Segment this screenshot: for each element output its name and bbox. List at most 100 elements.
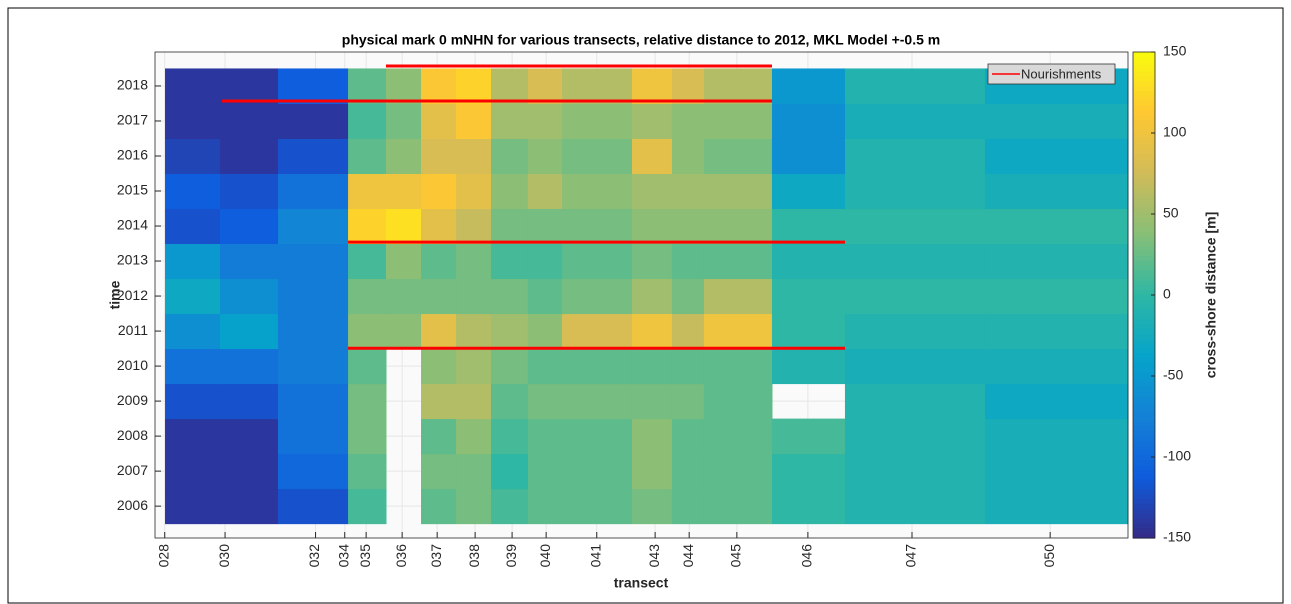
colorbar-swatch [1133,513,1155,520]
heatmap-cell [771,208,846,245]
heatmap-cell [527,103,563,139]
heatmap-cell [703,383,773,420]
colorbar-swatch [1133,100,1155,107]
heatmap-cell [631,453,673,490]
heatmap-cell [984,488,1129,525]
heatmap-cell [562,383,633,420]
heatmap-cell [562,68,633,104]
heatmap-cell [984,243,1129,280]
x-tick-label: 045 [728,544,744,568]
colorbar-swatch [1133,450,1155,456]
colorbar-swatch [1133,338,1155,345]
colorbar-swatch [1133,236,1155,243]
x-tick-label: 043 [646,544,662,568]
colorbar-swatch [1133,256,1155,262]
heatmap-cell [844,208,986,245]
heatmap-cell [490,418,529,455]
colorbar-swatch [1133,387,1155,393]
heatmap-cell [165,418,221,455]
heatmap-cell [421,418,457,455]
colorbar-swatch [1133,508,1155,515]
colorbar-swatch [1133,392,1155,398]
colorbar-swatch [1133,105,1155,111]
heatmap-cell [165,313,221,350]
colorbar-swatch [1133,144,1155,150]
heatmap-cell [671,173,705,210]
colorbar-swatch [1133,207,1155,213]
heatmap-cell [844,103,986,139]
heatmap-cell [703,173,773,210]
heatmap-cell [277,208,349,245]
colorbar-tick-label: 100 [1163,124,1187,140]
x-tick-label: 030 [216,544,232,568]
x-tick-label: 035 [357,544,373,568]
y-tick-label: 2017 [117,112,148,128]
colorbar-swatch [1133,120,1155,126]
colorbar-swatch [1133,163,1155,170]
y-tick-label: 2008 [117,427,148,443]
heatmap-cell [984,418,1129,455]
colorbar-swatch [1133,158,1155,165]
heatmap-cell [421,173,457,210]
colorbar-swatch [1133,489,1155,495]
heatmap-cell [456,488,492,525]
colorbar-swatch [1133,499,1155,505]
heatmap-cell [348,68,387,104]
colorbar-swatch [1133,178,1155,184]
heatmap-cell [631,208,673,245]
heatmap-cell [348,173,387,210]
heatmap-cell [844,243,986,280]
heatmap-cell [456,313,492,350]
heatmap-cell [984,383,1129,420]
heatmap-cell [348,278,387,315]
heatmap-cell [984,138,1129,174]
colorbar-swatch [1133,275,1155,282]
colorbar-swatch [1133,173,1155,179]
colorbar-swatch [1133,440,1155,447]
heatmap-cell [527,313,563,350]
colorbar-swatch [1133,455,1155,461]
x-tick-label: 041 [587,544,603,568]
y-tick-label: 2014 [117,217,148,233]
colorbar-swatch [1133,411,1155,418]
colorbar-swatch [1133,295,1155,301]
colorbar-swatch [1133,66,1155,73]
heatmap-cell [671,208,705,245]
heatmap-cell [562,138,633,174]
heatmap-cell [385,68,422,104]
x-tick-label: 044 [680,544,696,568]
heatmap-cell [219,103,279,139]
x-tick-label: 040 [537,544,553,568]
colorbar-swatch [1133,421,1155,427]
colorbar-swatch [1133,202,1155,209]
heatmap-cell [421,278,457,315]
colorbar-swatch [1133,358,1155,364]
colorbar-swatch [1133,212,1155,218]
colorbar-swatch [1133,465,1155,471]
heatmap-cell [671,418,705,455]
colorbar-swatch [1133,246,1155,252]
colorbar-swatch [1133,377,1155,384]
y-tick-label: 2015 [117,182,148,198]
heatmap-cell [421,243,457,280]
x-tick-label: 034 [335,544,351,568]
heatmap-cell [631,138,673,174]
heatmap-cell [631,418,673,455]
heatmap-cell [771,313,846,350]
heatmap-cell [631,313,673,350]
heatmap-cell [456,173,492,210]
heatmap-cell [348,243,387,280]
y-tick-label: 2013 [117,252,148,268]
heatmap-cell [348,453,387,490]
heatmap-cell [527,173,563,210]
colorbar-swatch [1133,397,1155,403]
colorbar-swatch [1133,115,1155,121]
heatmap-cell [277,418,349,455]
heatmap-cell [771,453,846,490]
heatmap-cell [421,453,457,490]
colorbar-swatch [1133,416,1155,422]
x-tick-label: 032 [306,544,322,568]
colorbar-swatch [1133,363,1155,369]
colorbar-swatch [1133,260,1155,267]
heatmap-cell [671,138,705,174]
